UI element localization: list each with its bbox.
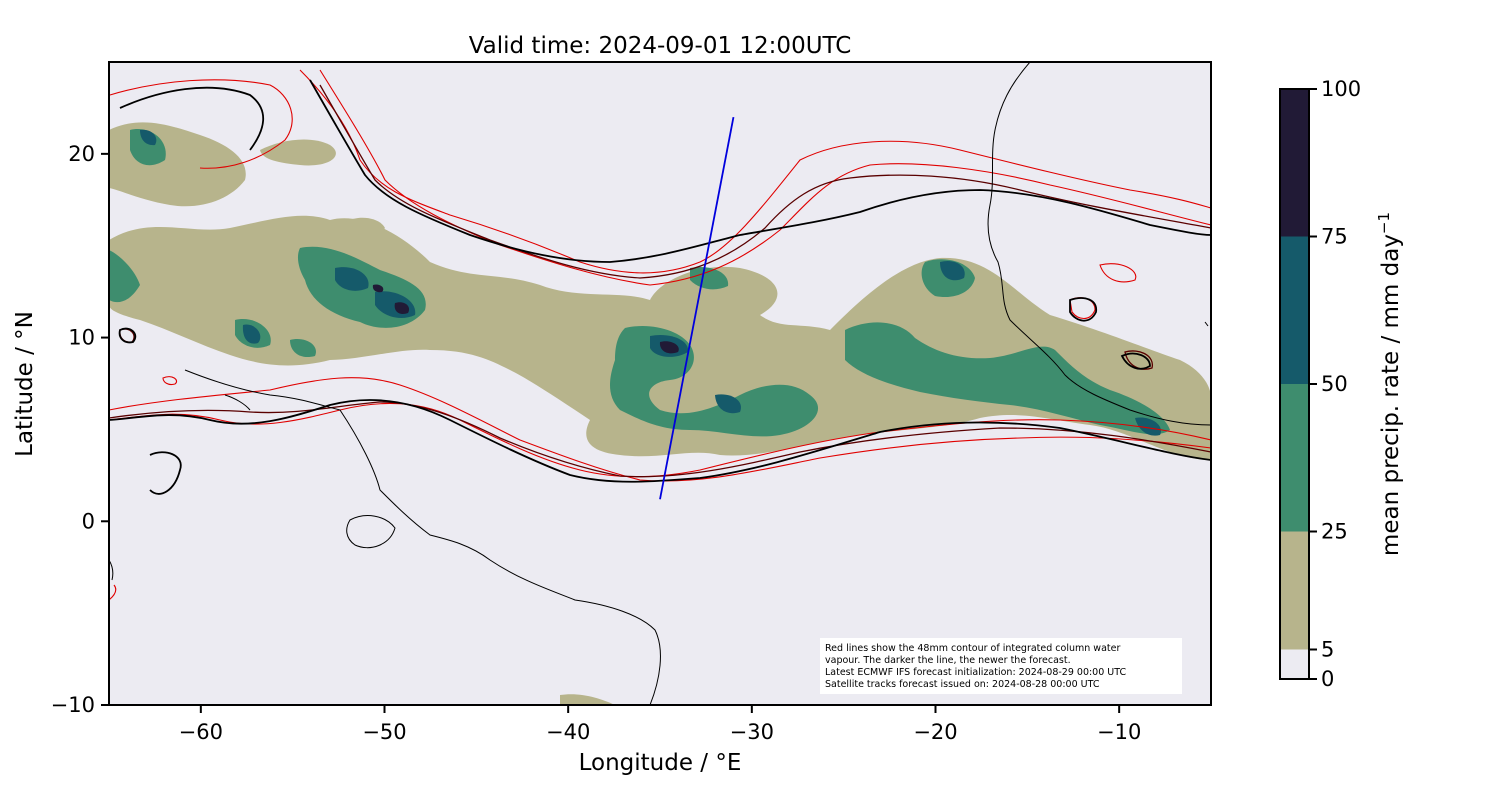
annotation-line-3: Latest ECMWF IFS forecast initialization… <box>825 667 1126 678</box>
annotation-line-1: Red lines show the 48mm contour of integ… <box>825 643 1120 654</box>
coastlines <box>109 62 1211 705</box>
x-axis-label: Longitude / °E <box>579 750 742 776</box>
wv-contours-new <box>109 79 1211 495</box>
axes-frame <box>108 61 1212 706</box>
colorbar-tick-label: 5 <box>1321 638 1334 662</box>
x-tick-label: −60 <box>179 720 223 744</box>
colorbar-segment <box>1280 649 1309 679</box>
y-tick-label: −10 <box>51 693 95 717</box>
colorbar-label-text: mean precip. rate / mm day <box>1378 234 1404 556</box>
x-tick-label: −10 <box>1097 720 1141 744</box>
x-tick-label: −50 <box>362 720 406 744</box>
colorbar-tick-label: 0 <box>1321 667 1334 691</box>
annotation-box: Red lines show the 48mm contour of integ… <box>820 638 1182 694</box>
colorbar-label-exponent: −1 <box>1375 212 1393 234</box>
x-tick-label: −40 <box>546 720 590 744</box>
colorbar-tick-label: 25 <box>1321 520 1348 544</box>
satellite-track-line <box>659 116 735 500</box>
y-axis-ticks: 20 10 0 −10 <box>51 142 109 717</box>
colorbar-tick-label: 75 <box>1321 225 1348 249</box>
colorbar-segment <box>1280 89 1309 237</box>
y-axis-label: Latitude / °N <box>12 311 38 457</box>
x-tick-label: −30 <box>730 720 774 744</box>
wv-contours-old <box>109 69 1211 601</box>
precip-75-100-mm <box>372 284 679 354</box>
y-tick-label: 0 <box>82 509 95 533</box>
colorbar-label: mean precip. rate / mm day−1 <box>1375 212 1404 556</box>
annotation-line-2: vapour. The darker the line, the newer t… <box>825 655 1071 666</box>
y-tick-label: 10 <box>68 326 95 350</box>
plot-title: Valid time: 2024-09-01 12:00UTC <box>469 33 852 59</box>
annotation-line-4: Satellite tracks forecast issued on: 202… <box>825 679 1100 690</box>
colorbar-segment <box>1280 384 1309 532</box>
x-tick-label: −20 <box>913 720 957 744</box>
colorbar-segment <box>1280 531 1309 650</box>
colorbar-segment <box>1280 236 1309 384</box>
y-tick-label: 20 <box>68 142 95 166</box>
annotation-background <box>820 638 1182 694</box>
colorbar-tick-label: 100 <box>1321 77 1361 101</box>
map-area: Red lines show the 48mm contour of integ… <box>109 62 1211 705</box>
colorbar: 0 5 25 50 75 100 <box>1279 77 1361 691</box>
colorbar-tick-label: 50 <box>1321 372 1348 396</box>
x-axis-ticks: −60 −50 −40 −30 −20 −10 <box>179 705 1141 744</box>
